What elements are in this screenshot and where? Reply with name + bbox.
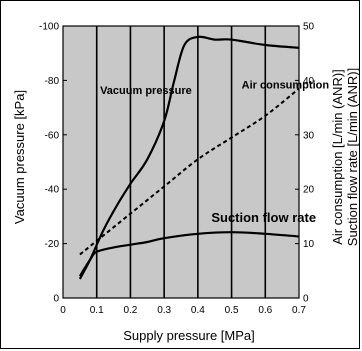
y-right-axis-label-2: Suction flow rate [L/min (ANR)] (345, 68, 360, 246)
series-line-vacuum-pressure (78, 35, 300, 280)
y-right-axis-label-1: Air consumption [L/min (ANR)] (330, 69, 345, 245)
y-left-tick-label: 0 (53, 294, 59, 305)
y-left-tick-label: -60 (45, 130, 60, 141)
annotation-label: Air consumption (242, 80, 330, 92)
y-left-tick-label: -40 (45, 185, 60, 196)
ticks-group: 0 0.1 0.2 0.3 0.4 0.5 0.6 0.70-20-40-60-80-1000… (39, 22, 315, 317)
x-tick-label: 0.4 (191, 305, 205, 316)
series-line-suction-flow-rate (78, 231, 300, 277)
x-tick-label: 0.5 (225, 305, 239, 316)
y-right-tick-label: 30 (303, 130, 315, 141)
x-tick-label: 0.6 (258, 305, 272, 316)
plot-area (63, 26, 299, 298)
annotations-group: Vacuum pressure Air consumption Suction fl… (100, 80, 329, 225)
series-line-air-consumption (79, 87, 300, 256)
x-axis-label: Supply pressure [MPa] (123, 328, 255, 343)
y-left-tick-label: -20 (45, 239, 60, 250)
x-tick-label: 0.2 (123, 305, 137, 316)
axis-labels-group: Supply pressure [MPa] Vacuum pressure [k… (12, 68, 360, 343)
y-left-tick-label: -100 (39, 22, 59, 33)
y-right-tick-label: 40 (303, 76, 315, 87)
x-tick-label: 0.7 (292, 305, 306, 316)
y-right-tick-label: 20 (303, 185, 315, 196)
y-left-tick-label: -80 (45, 76, 60, 87)
series-group (78, 35, 300, 280)
plot-background (63, 26, 299, 298)
x-tick-label: 0.1 (90, 305, 104, 316)
y-right-tick-label: 10 (303, 239, 315, 250)
y-right-tick-label: 50 (303, 22, 315, 33)
axes-group (62, 25, 300, 299)
x-tick-label: 0.3 (157, 305, 171, 316)
plot-border (62, 25, 300, 299)
y-left-axis-label: Vacuum pressure [kPa] (12, 90, 27, 224)
x-tick-label: 0 (60, 305, 66, 316)
y-right-tick-label: 0 (303, 294, 309, 305)
annotation-label: Vacuum pressure (100, 85, 192, 97)
annotation-label: Suction flow rate (211, 210, 316, 225)
